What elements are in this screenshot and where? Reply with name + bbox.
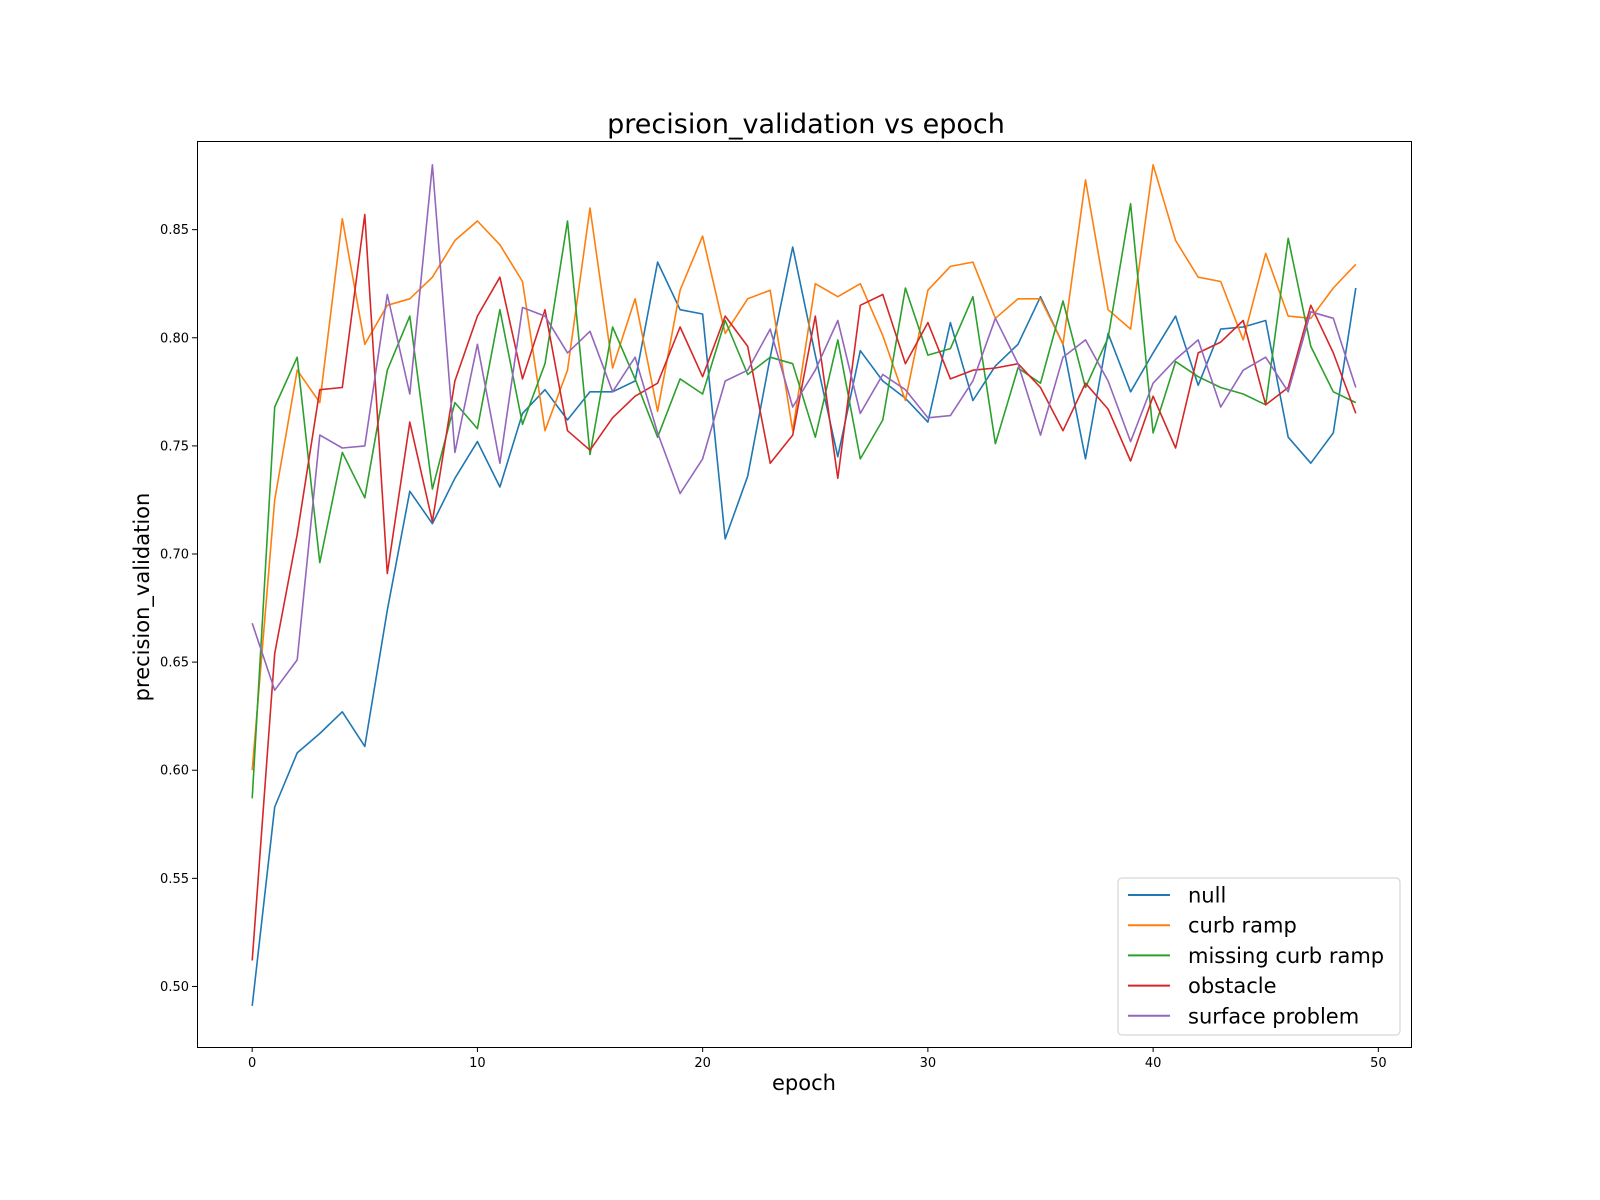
y-tick-label: 0.70 — [160, 547, 189, 562]
x-axis: 0 10 20 30 40 50 — [248, 1047, 1387, 1071]
y-tick-label: 0.80 — [160, 331, 189, 346]
x-tick-label: 20 — [694, 1056, 711, 1071]
y-tick-label: 0.75 — [160, 439, 189, 454]
x-tick-label: 10 — [469, 1056, 486, 1071]
legend-label-obstacle: obstacle — [1188, 974, 1277, 998]
legend-label-surface-problem: surface problem — [1188, 1004, 1359, 1028]
y-tick-label: 0.55 — [160, 872, 189, 887]
series-line-curb-ramp — [251, 164, 1357, 771]
y-tick-label: 0.85 — [160, 223, 189, 238]
y-tick-label: 0.65 — [160, 656, 189, 671]
y-tick-label: 0.60 — [160, 764, 189, 779]
chart-title: precision_validation vs epoch — [607, 109, 1005, 140]
plot-frame — [197, 141, 1412, 1048]
x-tick-label: 0 — [248, 1056, 256, 1071]
x-tick-label: 50 — [1370, 1056, 1387, 1071]
legend-box — [1117, 877, 1401, 1036]
x-tick-label: 40 — [1145, 1056, 1162, 1071]
legend-label-curb-ramp: curb ramp — [1188, 914, 1297, 938]
series-line-surface-problem — [251, 164, 1357, 692]
y-axis-title: precision_validation — [130, 493, 155, 702]
x-axis-title: epoch — [772, 1071, 836, 1095]
y-axis: 0.50 0.55 0.60 0.65 0.70 0.75 0.80 0.85 — [160, 223, 197, 995]
series-line-missing-curb-ramp — [251, 202, 1357, 799]
legend-label-missing-curb-ramp: missing curb ramp — [1188, 944, 1384, 968]
series-line-obstacle — [251, 213, 1357, 961]
legend: null curb ramp missing curb ramp obstacle su… — [1117, 877, 1401, 1036]
series-line-null — [251, 246, 1357, 1006]
series-layer — [251, 164, 1357, 1006]
x-tick-label: 30 — [920, 1056, 937, 1071]
y-tick-label: 0.50 — [160, 980, 189, 995]
legend-label-null: null — [1188, 884, 1226, 908]
